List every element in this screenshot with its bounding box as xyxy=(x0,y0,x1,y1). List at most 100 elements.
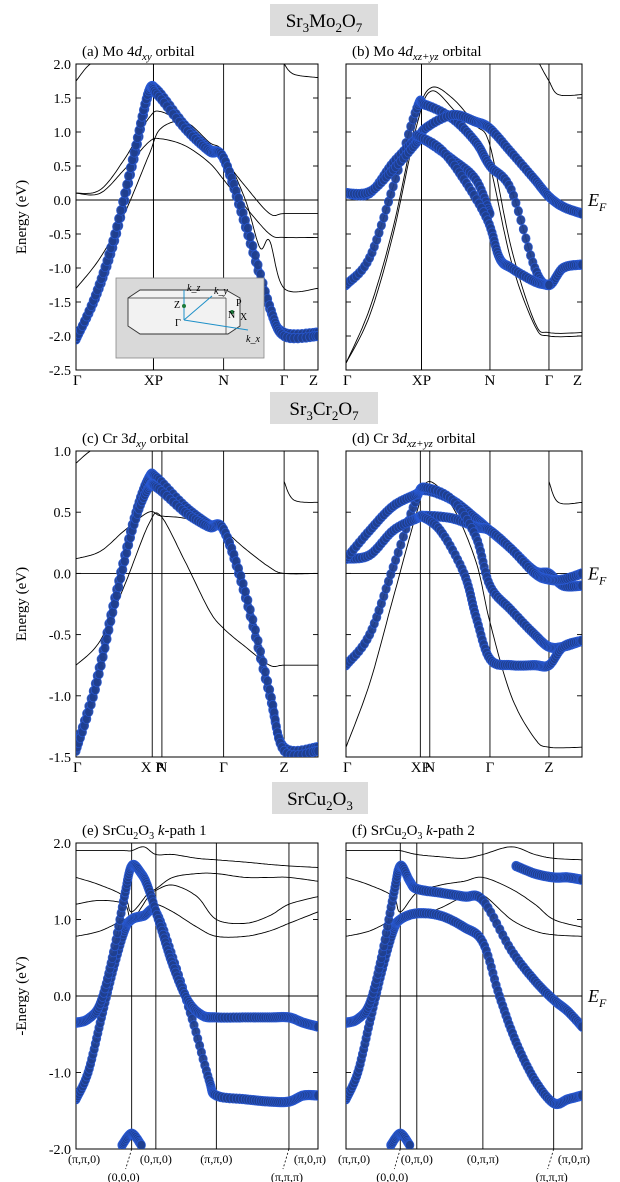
bands xyxy=(346,846,582,1149)
orbital-weight-marker xyxy=(263,676,273,687)
kpoint-label: (π,π,0) xyxy=(200,1152,232,1166)
orbital-weight-marker xyxy=(245,604,255,615)
kpoint-label: Z xyxy=(544,760,553,776)
kpoint-label: (π,π,π) xyxy=(536,1170,568,1182)
kpoint-label: (π,π,0) xyxy=(68,1152,100,1166)
orbital-weight-marker xyxy=(577,874,582,885)
kpoint-leader xyxy=(282,1148,290,1170)
orbital-weight-marker xyxy=(518,224,528,235)
orbital-weight-marker xyxy=(245,231,255,242)
orbital-weight-marker xyxy=(116,205,126,216)
weighted-band-b4 xyxy=(511,860,582,885)
kpoint-label: Z xyxy=(280,760,289,776)
kpoint-label: Z xyxy=(309,373,318,389)
kpoint-label: (0,π,π) xyxy=(467,1152,499,1166)
band-line-b5 xyxy=(346,846,582,861)
kpoint-label: XP xyxy=(412,373,431,389)
y-tick-label: 0.5 xyxy=(54,506,72,521)
band-line-b5 xyxy=(346,86,582,364)
kpoint-label: X P xyxy=(141,760,164,776)
kpoint-label: Γ xyxy=(343,760,352,776)
panel-b: (b) Mo 4dxz+yz orbital EF Γ XP N Γ Z xyxy=(343,44,607,389)
band-line-b6 xyxy=(76,64,105,82)
orbital-weight-marker xyxy=(577,635,582,646)
plot-frame xyxy=(345,450,583,758)
orbital-weight-marker xyxy=(577,259,582,270)
section-title-box xyxy=(270,392,378,424)
bands xyxy=(346,64,582,364)
y-tick-label: 1.5 xyxy=(54,92,72,107)
y-tick-label: -1.5 xyxy=(49,751,71,766)
kpoint-label: XP xyxy=(144,373,163,389)
band-line-b4 xyxy=(76,846,318,868)
panel-a: 2.0 1.5 1.0 0.5 0.0 -0.5 -1.0 -1.5 -2.0 -2.5 Energ… xyxy=(14,44,319,389)
orbital-weight-marker xyxy=(513,206,523,217)
plot-frame xyxy=(75,63,319,371)
y-tick-label: 2.0 xyxy=(54,58,72,73)
panel-e: 2.0 1.0 0.0 -1.0 -2.0 -Energy (eV) (e) SrCu2O3… xyxy=(14,823,326,1182)
orbital-weight-marker xyxy=(122,179,132,190)
orbital-weight-marker xyxy=(240,586,250,597)
orbital-weight-marker xyxy=(516,214,526,226)
bands xyxy=(76,451,318,757)
kpoint-label: Γ xyxy=(486,760,495,776)
kpoint-label: (π,π,π) xyxy=(271,1170,303,1182)
weighted-band-b3 xyxy=(117,1128,146,1149)
orbital-weight-marker xyxy=(100,642,110,654)
band-line-b4 xyxy=(76,137,318,239)
panel-label: (e) SrCu2O3 k-path 1 xyxy=(82,823,207,842)
y-axis-label: Energy (eV) xyxy=(14,567,30,641)
kpoint-label: N xyxy=(424,760,435,776)
orbital-weight-marker xyxy=(313,330,318,342)
kpoint-label: (0,0,0) xyxy=(376,1170,408,1182)
orbital-weight-marker xyxy=(243,223,253,234)
orbital-weight-marker xyxy=(250,624,260,636)
y-tick-label: 0.0 xyxy=(54,194,72,209)
weighted-band-b1 xyxy=(346,908,582,1110)
section-title-text: Sr3Cr2O7 xyxy=(289,399,359,423)
y-tick-label: 0.0 xyxy=(54,567,72,582)
weighted-band-b2 xyxy=(346,860,582,1032)
z-point xyxy=(182,304,186,308)
orbital-weight-marker xyxy=(313,1021,318,1032)
y-axis-label: Energy (eV) xyxy=(14,180,30,254)
panel-label: (b) Mo 4dxz+yz orbital xyxy=(352,44,481,63)
y-tick-label: -1.0 xyxy=(49,1067,71,1082)
orbital-weight-marker xyxy=(544,279,554,291)
kpoint-label: Γ xyxy=(73,373,82,389)
y-tick-label: 1.0 xyxy=(54,445,72,460)
plot-frame xyxy=(75,450,319,758)
orbital-weight-marker xyxy=(243,595,253,606)
y-tick-label: 1.0 xyxy=(54,126,72,141)
band-line-b6 xyxy=(76,903,318,938)
section-title-box xyxy=(272,782,368,814)
orbital-weight-marker xyxy=(255,269,266,280)
orbital-weight-marker xyxy=(577,580,582,591)
kpoint-label: Γ xyxy=(343,373,352,389)
orbital-weight-marker xyxy=(258,656,268,668)
panel-f: (f) SrCu2O3 k-path 2 EF (π,π,0) (0,0,0) (0,π… xyxy=(338,823,607,1182)
orbital-weight-marker xyxy=(260,666,270,678)
y-tick-label: -0.5 xyxy=(49,629,71,644)
section-title-text: Sr3Mo2O7 xyxy=(286,11,363,35)
orbital-weight-marker xyxy=(136,1140,146,1149)
bands xyxy=(76,64,318,345)
kpoint-leader xyxy=(547,1148,555,1170)
kpoint-leader xyxy=(393,1148,401,1170)
orbital-weight-marker xyxy=(118,196,128,207)
weighted-band-b2 xyxy=(76,859,318,1032)
orbital-weight-marker xyxy=(102,633,112,645)
y-tick-label: -1.5 xyxy=(49,296,71,311)
kpoint-label: (0,0,0) xyxy=(108,1170,140,1182)
section-title-2: Sr3Cr2O7 xyxy=(270,392,378,424)
panel-label: (c) Cr 3dxy orbital xyxy=(82,431,189,450)
weighted-band-b2 xyxy=(76,478,318,757)
orbital-weight-marker xyxy=(250,250,260,261)
y-tick-label: -2.0 xyxy=(49,330,71,345)
y-axis-label: -Energy (eV) xyxy=(14,956,30,1035)
y-tick-label: 2.0 xyxy=(54,837,72,852)
bands xyxy=(346,481,582,749)
y-tick-label: -2.0 xyxy=(49,1143,71,1158)
orbital-weight-marker xyxy=(405,1140,415,1149)
orbital-weight-marker xyxy=(253,259,263,271)
